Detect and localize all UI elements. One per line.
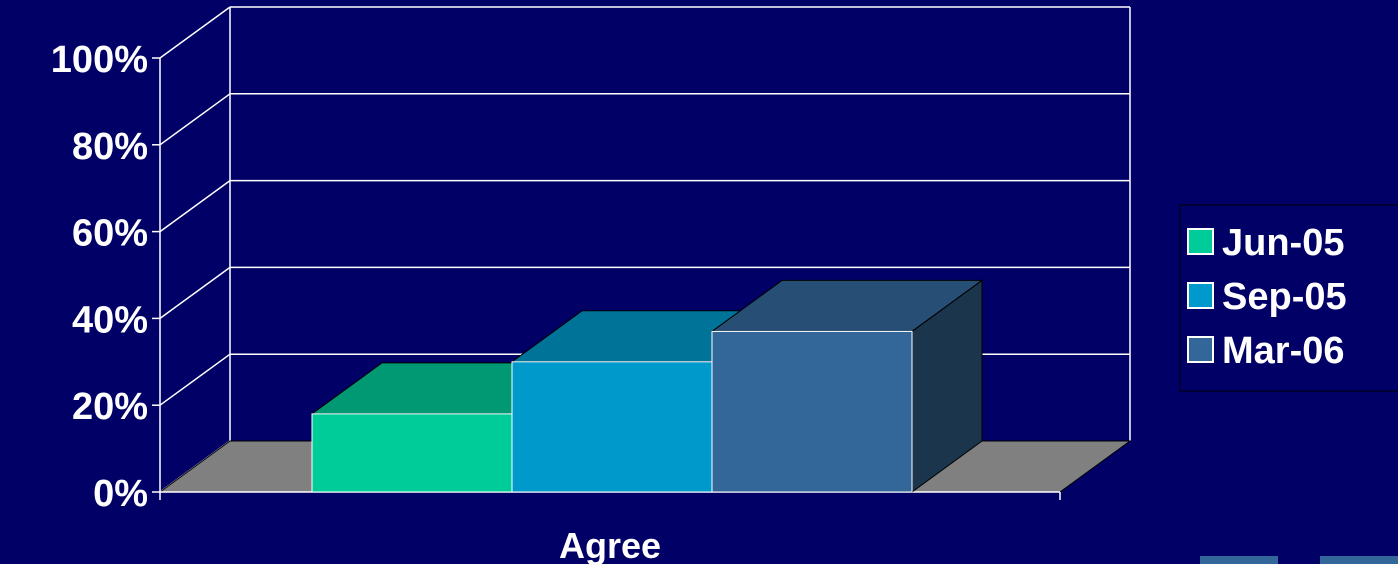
legend-label-sep-05: Sep-05 bbox=[1222, 276, 1347, 318]
y-tick-label: 40% bbox=[72, 299, 148, 341]
bar-jun-05 bbox=[311, 413, 513, 493]
legend-swatch-jun-05 bbox=[1187, 228, 1214, 255]
chart-legend: Jun-05 Sep-05 Mar-06 bbox=[1179, 204, 1398, 392]
legend-box bbox=[1179, 204, 1398, 392]
y-tick-label: 0% bbox=[93, 473, 148, 515]
decor-square bbox=[1320, 556, 1398, 564]
decor-square bbox=[1200, 556, 1278, 564]
gridline-diagonal bbox=[159, 6, 231, 59]
y-tick-label: 20% bbox=[72, 386, 148, 428]
gridline-diagonal bbox=[159, 353, 231, 406]
chart-bars bbox=[310, 279, 984, 493]
corner-decoration bbox=[1200, 556, 1398, 564]
bar-mar-06 bbox=[711, 330, 913, 493]
bar-sep-05 bbox=[511, 361, 713, 493]
legend-swatch-mar-06 bbox=[1187, 336, 1214, 363]
chart-gridlines bbox=[159, 6, 1131, 493]
gridline-diagonal bbox=[159, 266, 231, 320]
y-tick-label: 100% bbox=[51, 39, 148, 81]
legend-label-mar-06: Mar-06 bbox=[1222, 330, 1345, 372]
gridline-diagonal bbox=[159, 93, 231, 146]
x-category-label: Agree bbox=[559, 525, 661, 564]
gridline-diagonal bbox=[159, 179, 231, 233]
y-tick-label: 60% bbox=[72, 213, 148, 255]
legend-swatch-sep-05 bbox=[1187, 282, 1214, 309]
y-tick-label: 80% bbox=[72, 126, 148, 168]
chart-tick-labels: 0% 20% 40% 60% 80% 100% Agree bbox=[51, 39, 661, 564]
legend-label-jun-05: Jun-05 bbox=[1222, 222, 1344, 264]
